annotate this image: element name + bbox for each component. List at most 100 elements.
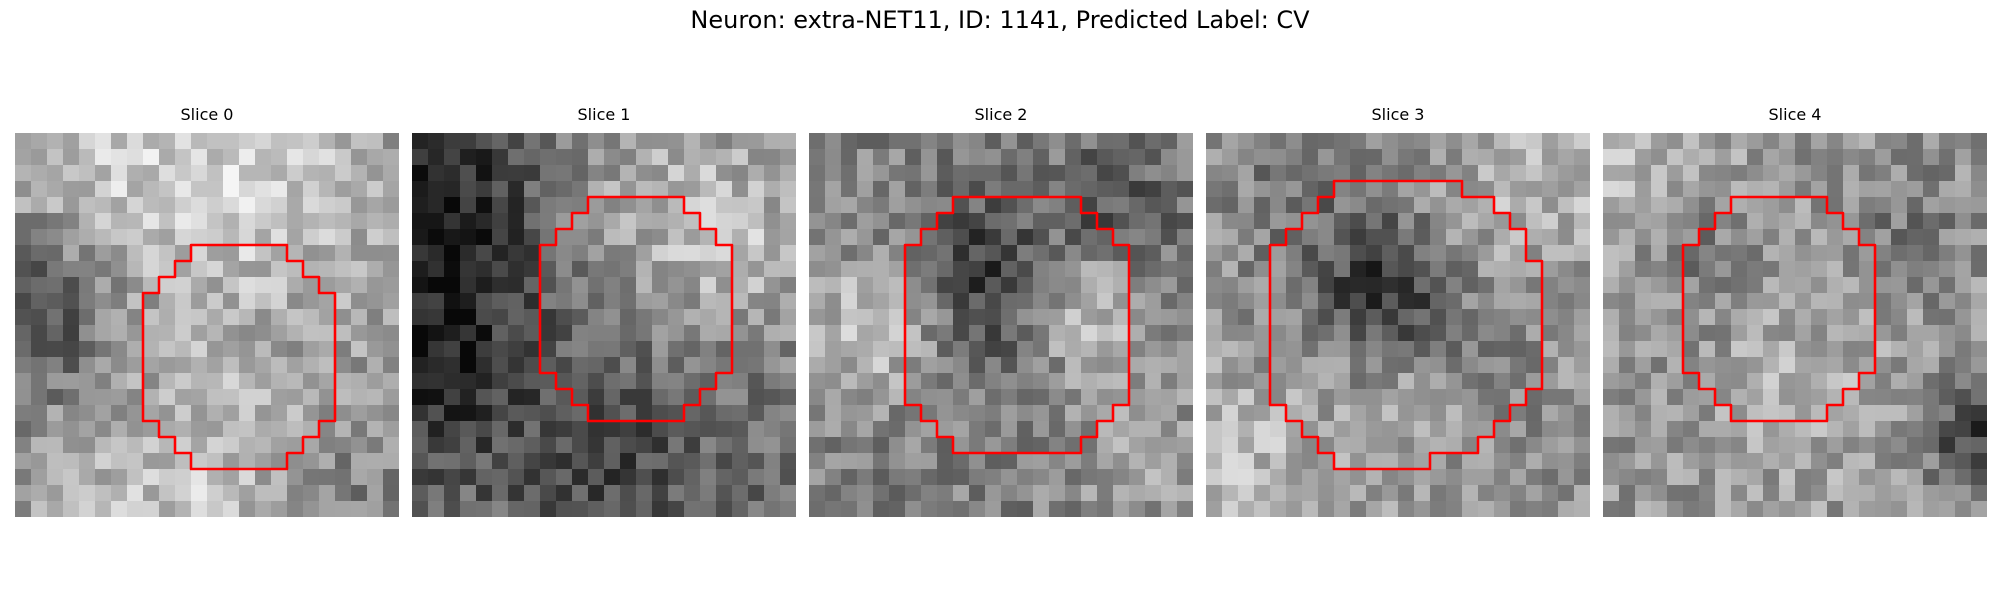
pixel: [1811, 293, 1828, 310]
pixel: [1430, 181, 1447, 198]
pixel: [1398, 485, 1415, 502]
pixel: [255, 485, 272, 502]
pixel: [1206, 453, 1223, 470]
pixel: [1827, 373, 1844, 390]
pixel: [953, 133, 970, 150]
pixel: [1081, 277, 1098, 294]
pixel: [1270, 165, 1287, 182]
pixel: [636, 421, 653, 438]
pixel: [1129, 389, 1146, 406]
pixel: [889, 325, 906, 342]
pixel: [732, 165, 749, 182]
pixel: [953, 229, 970, 246]
pixel: [63, 469, 80, 486]
pixel: [732, 501, 749, 517]
pixel: [492, 341, 509, 358]
slice-panel-4: Slice 4: [1603, 105, 1987, 525]
pixel: [1635, 421, 1652, 438]
pixel: [1001, 341, 1018, 358]
pixel: [1971, 373, 1987, 390]
pixel: [732, 357, 749, 374]
pixel: [175, 373, 192, 390]
pixel: [367, 133, 384, 150]
pixel: [1113, 421, 1130, 438]
pixel: [700, 389, 717, 406]
pixel: [412, 341, 429, 358]
pixel: [889, 373, 906, 390]
pixel: [1731, 309, 1748, 326]
pixel: [1667, 421, 1684, 438]
pixel: [1145, 213, 1162, 230]
pixel: [95, 181, 112, 198]
pixel: [1318, 309, 1335, 326]
pixel: [1238, 181, 1255, 198]
pixel: [1222, 245, 1239, 262]
pixel: [889, 341, 906, 358]
pixel: [700, 309, 717, 326]
pixel: [1430, 213, 1447, 230]
pixel: [1891, 357, 1908, 374]
pixel: [1382, 341, 1399, 358]
pixel: [15, 181, 32, 198]
pixel: [636, 245, 653, 262]
pixel: [271, 133, 288, 150]
pixel: [764, 149, 781, 166]
pixel: [1113, 181, 1130, 198]
pixel: [303, 245, 320, 262]
pixel: [1254, 261, 1271, 278]
pixel: [1779, 357, 1796, 374]
pixel: [287, 277, 304, 294]
pixel: [428, 341, 445, 358]
pixel: [271, 437, 288, 454]
pixel: [1097, 197, 1114, 214]
pixel: [1001, 373, 1018, 390]
pixel: [1334, 197, 1351, 214]
pixel: [620, 293, 637, 310]
pixel: [1875, 325, 1892, 342]
pixel: [1542, 485, 1559, 502]
pixel: [1699, 149, 1716, 166]
pixel: [636, 149, 653, 166]
pixel: [764, 197, 781, 214]
pixel: [1510, 501, 1527, 517]
pixel: [556, 341, 573, 358]
pixel: [111, 213, 128, 230]
pixel: [508, 405, 525, 422]
pixel: [732, 277, 749, 294]
pixel: [1939, 293, 1956, 310]
pixel: [1510, 197, 1527, 214]
pixel: [1113, 453, 1130, 470]
pixel: [1747, 133, 1764, 150]
pixel: [63, 229, 80, 246]
pixel: [47, 405, 64, 422]
pixel: [969, 389, 986, 406]
pixel: [1795, 197, 1812, 214]
pixel: [335, 197, 352, 214]
pixel: [476, 181, 493, 198]
pixel: [969, 501, 986, 517]
pixel: [1033, 261, 1050, 278]
pixel: [79, 405, 96, 422]
pixel: [239, 149, 256, 166]
pixel: [143, 293, 160, 310]
pixel: [15, 197, 32, 214]
pixel: [1699, 341, 1716, 358]
pixel: [652, 405, 669, 422]
pixel: [684, 485, 701, 502]
pixel: [335, 165, 352, 182]
pixel: [1859, 165, 1876, 182]
pixel: [1619, 213, 1636, 230]
pixel: [1049, 261, 1066, 278]
pixel: [556, 309, 573, 326]
pixel: [809, 389, 826, 406]
pixel: [271, 501, 288, 517]
pixel: [143, 469, 160, 486]
pixel: [1971, 341, 1987, 358]
pixel: [1113, 165, 1130, 182]
pixel: [636, 261, 653, 278]
pixel: [31, 181, 48, 198]
pixel: [1414, 261, 1431, 278]
pixel: [508, 325, 525, 342]
pixel: [1526, 341, 1543, 358]
pixel: [1779, 197, 1796, 214]
